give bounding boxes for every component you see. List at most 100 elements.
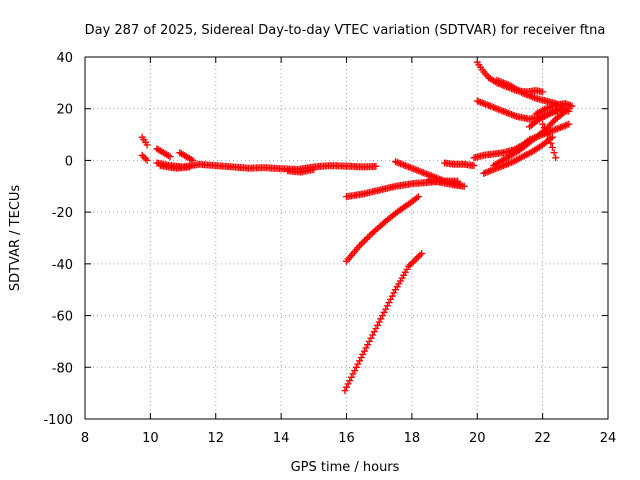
data-point: [483, 101, 491, 109]
data-point: [531, 94, 538, 102]
plot-frame: [84, 56, 609, 420]
data-point: [359, 239, 367, 246]
data-point: [344, 380, 352, 388]
data-point: [411, 256, 419, 264]
data-point: [383, 302, 391, 310]
y-tick-label: -20: [52, 206, 73, 221]
data-point: [504, 160, 512, 168]
x-tick-labels: 8 10 12 14 16 18 20 22 24: [81, 431, 616, 446]
data-point: [483, 168, 491, 176]
data-track: [441, 159, 478, 170]
data-point: [475, 98, 483, 106]
data-point: [408, 259, 416, 267]
data-track: [153, 145, 174, 161]
data-point: [352, 363, 360, 371]
data-point: [364, 341, 372, 349]
data-point: [379, 312, 386, 320]
data-point: [414, 253, 422, 261]
data-point: [545, 135, 553, 143]
data-point: [547, 139, 555, 147]
data-point: [382, 305, 390, 313]
data-point: [365, 232, 373, 240]
data-point: [361, 347, 368, 355]
data-point: [367, 334, 375, 342]
data-point: [369, 331, 377, 339]
data-point: [142, 155, 149, 163]
data-track: [341, 250, 426, 395]
data-point: [418, 250, 426, 257]
y-tick-label: -60: [52, 310, 73, 325]
data-track: [343, 193, 422, 265]
data-point: [565, 120, 573, 128]
x-tick-label: 18: [404, 431, 421, 446]
data-point: [560, 122, 568, 130]
data-track: [284, 166, 318, 176]
data-point: [565, 107, 573, 115]
y-tick-label: -80: [52, 361, 73, 376]
data-point: [419, 169, 427, 177]
data-point: [552, 154, 560, 162]
data-point: [504, 109, 512, 117]
data-point: [548, 119, 556, 126]
y-tick-label: -100: [43, 413, 73, 428]
data-track: [138, 151, 151, 164]
data-point: [351, 367, 359, 375]
data-point: [517, 88, 525, 96]
y-axis-label: SDTVAR / TECUs: [8, 185, 23, 292]
data-point: [508, 158, 516, 166]
data-point: [372, 325, 380, 332]
data-track: [506, 120, 573, 159]
x-tick-label: 16: [338, 431, 355, 446]
data-point: [414, 193, 422, 201]
data-point: [372, 162, 380, 170]
x-tick-label: 22: [534, 431, 551, 446]
data-point: [527, 92, 535, 100]
data-point: [557, 124, 565, 131]
data-point: [540, 124, 548, 132]
data-point: [562, 100, 569, 107]
data-point: [498, 78, 506, 86]
x-axis-label: GPS time / hours: [291, 460, 400, 475]
data-point: [388, 292, 396, 300]
data-point: [365, 337, 373, 345]
data-point: [535, 132, 543, 140]
data-point: [403, 162, 411, 170]
x-tick-label: 24: [600, 431, 617, 446]
y-tick-label: -40: [52, 258, 73, 273]
data-point: [387, 295, 395, 303]
data-point: [380, 308, 388, 316]
data-point: [410, 165, 417, 173]
data-points: [138, 58, 576, 395]
data-point: [406, 261, 414, 269]
data-point: [377, 315, 385, 323]
data-point: [508, 111, 516, 118]
data-point: [385, 299, 393, 307]
data-track: [473, 58, 547, 96]
data-point: [527, 135, 535, 143]
data-point: [356, 357, 364, 365]
data-point: [374, 321, 382, 329]
data-point: [539, 88, 547, 96]
data-point: [349, 370, 357, 378]
data-point: [550, 149, 558, 157]
data-point: [357, 354, 365, 362]
data-point: [364, 234, 372, 242]
data-point: [166, 153, 174, 161]
data-point: [410, 258, 417, 266]
data-point: [346, 377, 354, 385]
data-point: [390, 289, 398, 297]
data-point: [495, 77, 502, 85]
x-tick-label: 12: [207, 431, 224, 446]
y-tick-label: 20: [56, 103, 73, 118]
data-point: [341, 387, 349, 395]
data-point: [544, 131, 551, 139]
data-point: [568, 102, 576, 110]
data-point: [370, 328, 378, 336]
data-track: [176, 149, 197, 164]
grid-lines: [85, 57, 608, 419]
x-tick-label: 10: [142, 431, 159, 446]
chart-title: Day 287 of 2025, Sidereal Day-to-day VTE…: [85, 23, 606, 38]
y-tick-label: 0: [65, 154, 73, 169]
data-point: [375, 318, 383, 326]
data-point: [413, 254, 421, 262]
